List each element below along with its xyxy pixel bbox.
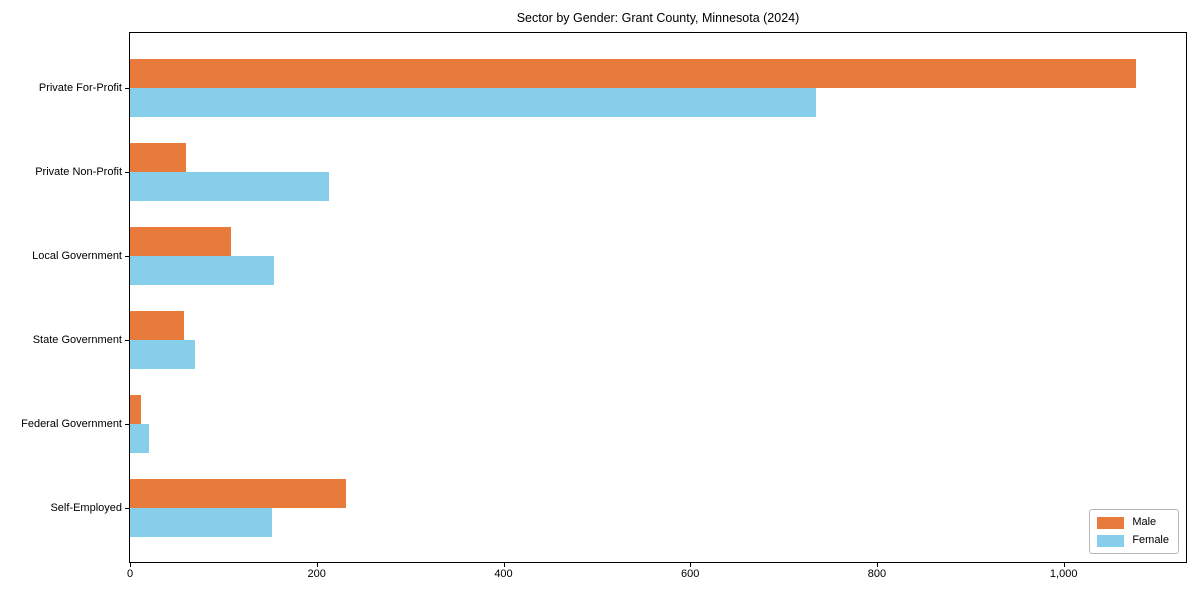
plot-area: Male Female	[129, 32, 1187, 563]
y-tick-mark	[125, 172, 129, 173]
y-axis-label-self-employed: Self-Employed	[50, 502, 122, 514]
bar-male-private-non-profit	[130, 143, 186, 172]
bar-female-private-for-profit	[130, 88, 817, 117]
y-tick-mark	[125, 340, 129, 341]
x-axis-label-600: 600	[681, 568, 700, 580]
x-axis-label-400: 400	[494, 568, 513, 580]
y-axis-label-private-non-profit: Private Non-Profit	[35, 166, 122, 178]
bar-female-self-employed	[130, 508, 272, 537]
bar-female-local-government	[130, 256, 274, 285]
x-tick-mark	[316, 563, 318, 567]
legend-label-male: Male	[1132, 516, 1157, 528]
bar-male-local-government	[130, 227, 231, 256]
x-tick-mark	[1063, 563, 1065, 567]
y-axis-label-state-government: State Government	[32, 334, 122, 346]
x-axis-label-1000: 1,000	[1049, 568, 1078, 580]
bar-female-private-non-profit	[130, 172, 329, 201]
x-tick-mark	[690, 563, 692, 567]
x-tick-mark	[130, 563, 131, 567]
bar-male-state-government	[130, 311, 185, 340]
legend-label-female: Female	[1132, 534, 1169, 546]
y-axis-label-private-for-profit: Private For-Profit	[38, 82, 122, 94]
bar-male-private-for-profit	[130, 59, 1136, 88]
bar-female-state-government	[130, 340, 196, 369]
legend: Male Female	[1089, 509, 1179, 554]
bar-male-federal-government	[130, 395, 142, 424]
legend-item-male: Male	[1097, 516, 1169, 529]
legend-item-female: Female	[1097, 534, 1169, 547]
legend-swatch-male	[1097, 516, 1125, 529]
chart-title: Sector by Gender: Grant County, Minnesot…	[516, 11, 800, 25]
y-tick-mark	[125, 88, 129, 89]
x-tick-mark	[876, 563, 878, 567]
y-axis-label-federal-government: Federal Government	[21, 418, 122, 430]
x-axis-label-0: 0	[126, 568, 134, 580]
bar-male-self-employed	[130, 479, 346, 508]
x-axis-label-200: 200	[307, 568, 326, 580]
y-tick-mark	[125, 508, 129, 509]
x-axis-label-800: 800	[867, 568, 887, 580]
legend-swatch-female	[1097, 534, 1125, 547]
bar-female-federal-government	[130, 424, 149, 453]
y-tick-mark	[125, 256, 129, 257]
y-axis-label-local-government: Local Government	[32, 250, 122, 262]
x-tick-mark	[503, 563, 505, 567]
y-tick-mark	[125, 424, 129, 425]
